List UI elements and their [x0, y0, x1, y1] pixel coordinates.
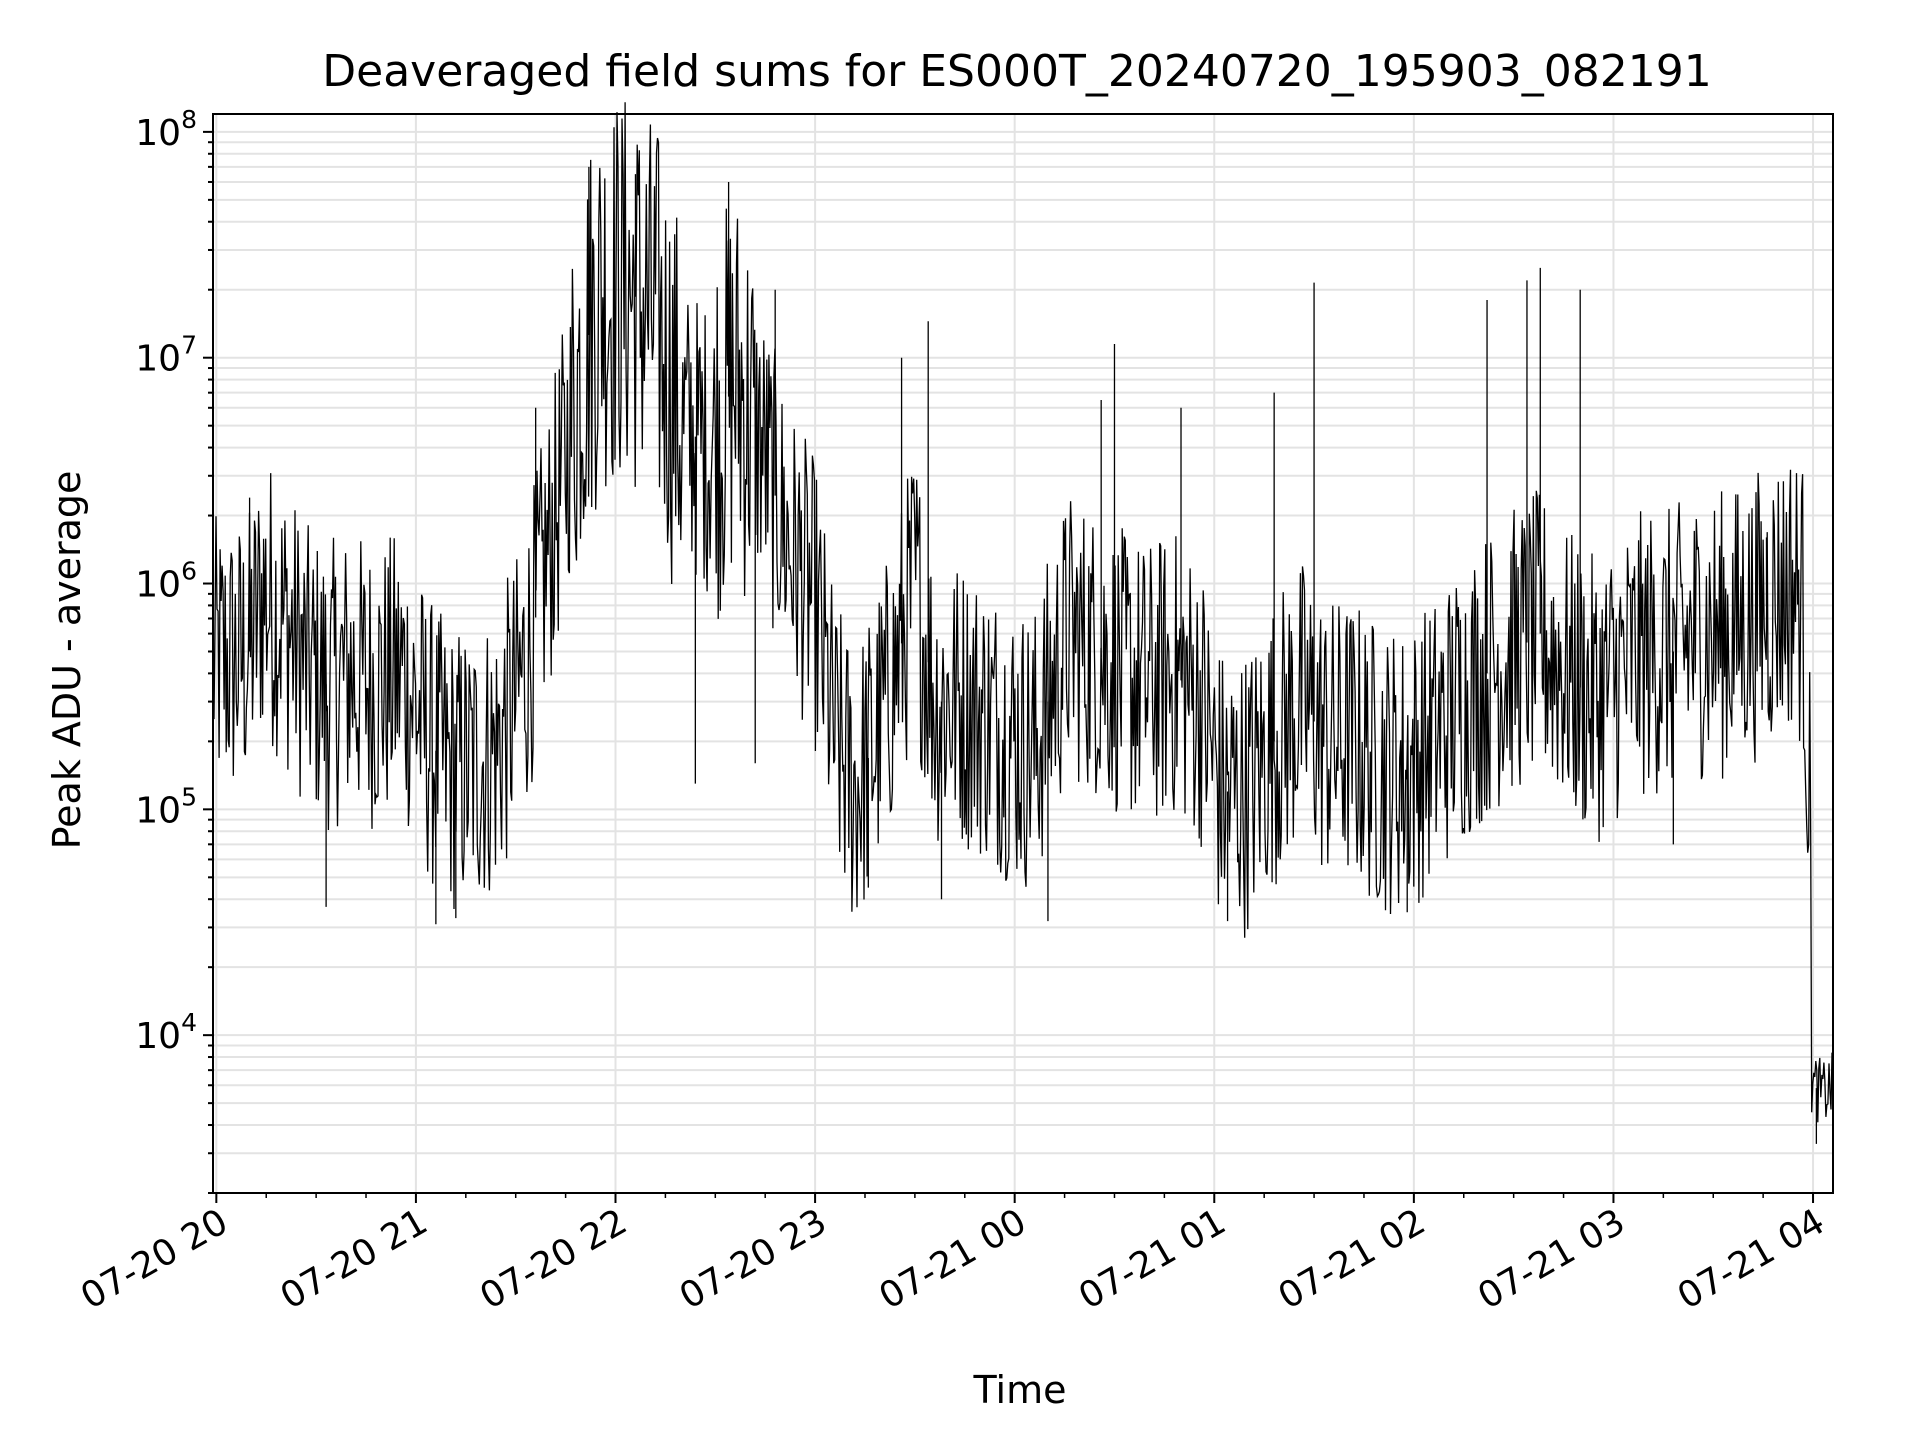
y-axis-label: Peak ADU - average — [45, 471, 89, 850]
y-tick-label: 108 — [135, 105, 197, 154]
y-tick-label: 106 — [135, 557, 197, 606]
x-axis-label: Time — [973, 1368, 1067, 1412]
y-tick-base: 10 — [135, 790, 181, 831]
y-tick-base: 10 — [135, 565, 181, 606]
data-series — [212, 102, 1834, 1144]
y-tick-base: 10 — [135, 339, 181, 380]
y-tick-label: 104 — [135, 1008, 197, 1057]
plot-frame — [212, 113, 1834, 1194]
series-line — [212, 102, 1834, 1123]
y-tick-exponent: 7 — [181, 331, 197, 360]
chart-title: Deaveraged field sums for ES000T_2024072… — [322, 46, 1711, 97]
y-tick-base: 10 — [135, 1016, 181, 1057]
y-tick-exponent: 5 — [181, 782, 197, 811]
y-tick-exponent: 6 — [181, 557, 197, 586]
y-tick-exponent: 4 — [181, 1008, 197, 1037]
y-tick-base: 10 — [135, 113, 181, 154]
y-tick-label: 107 — [135, 331, 197, 380]
y-tick-exponent: 8 — [181, 105, 197, 134]
y-tick-label: 105 — [135, 782, 197, 831]
